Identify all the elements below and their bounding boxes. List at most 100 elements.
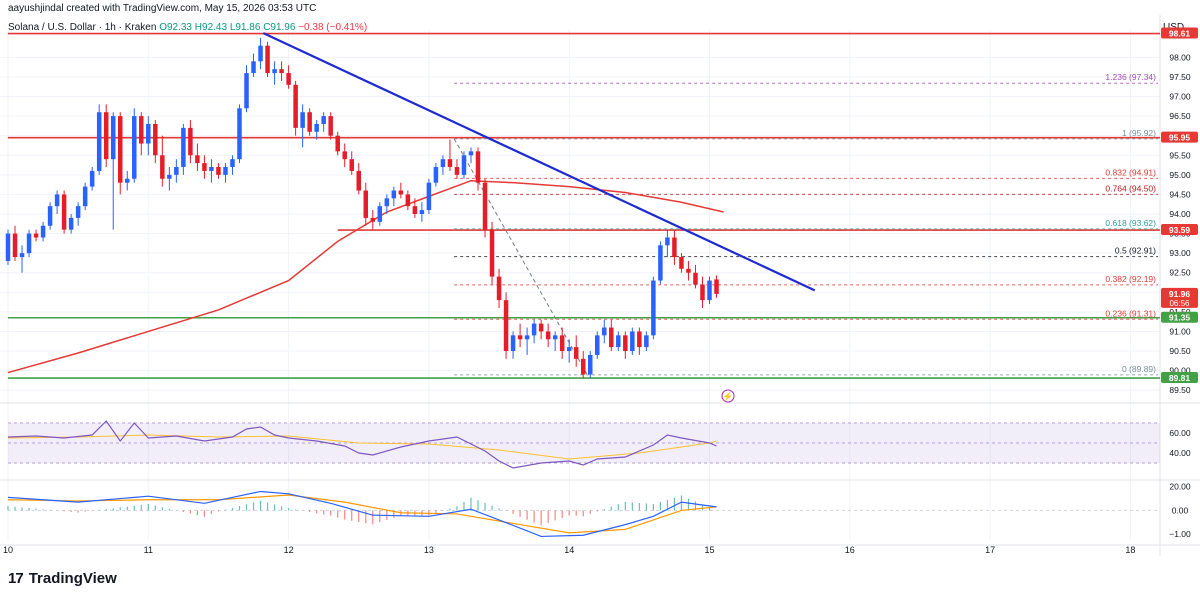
candle-body (517, 335, 523, 340)
candle-body (244, 73, 249, 109)
candle-body (623, 335, 628, 352)
price-label-tag (1161, 27, 1198, 39)
macd-signal-line (7, 494, 717, 534)
candle-body (195, 155, 200, 164)
candle-body (405, 194, 411, 207)
candle-body (454, 167, 460, 175)
price-label-text: 91.35 (1169, 313, 1191, 323)
candle-body (447, 159, 453, 168)
candle-body (609, 327, 614, 348)
candle-body (349, 159, 354, 171)
candle-body (328, 116, 333, 136)
candle-body (419, 210, 425, 214)
candle-body (181, 127, 186, 168)
candle-body (595, 335, 600, 355)
candle-body (714, 279, 719, 294)
time-axis-tick: 15 (704, 545, 714, 555)
candle-body (251, 61, 256, 74)
candle-body (468, 151, 474, 156)
event-marker-icon (721, 389, 735, 403)
candle-body (630, 331, 635, 352)
ohlc-high: H92.43 (194, 22, 228, 33)
price-label-countdown: 06:56 (1169, 299, 1190, 308)
macd-line (7, 490, 717, 538)
candle-body (286, 73, 291, 85)
candle-body (672, 237, 677, 258)
price-axis-tick: 95.00 (1169, 170, 1191, 180)
price-axis-tick: 91.00 (1169, 326, 1191, 336)
candle-body (391, 190, 397, 199)
time-axis-tick: 13 (424, 545, 434, 555)
price-label-text: 89.81 (1169, 373, 1191, 383)
candle-body (293, 84, 298, 128)
candle-body (146, 123, 151, 144)
candle-body (132, 116, 137, 179)
candle-body (510, 335, 516, 352)
fib-level-label: 0.618 (93.62) (1105, 218, 1156, 228)
candle-body (503, 300, 509, 352)
price-axis-tick: 90.00 (1169, 366, 1191, 376)
time-axis-tick: 11 (144, 545, 153, 555)
candle-body (314, 123, 319, 132)
candle-body (117, 116, 123, 183)
candle-body (531, 323, 537, 336)
candle-body (644, 335, 649, 348)
candle-body (307, 112, 312, 132)
fib-level-label: 0.382 (92.19) (1105, 274, 1156, 284)
symbol-name: Solana / U.S. Dollar · 1h · Kraken (8, 22, 157, 33)
price-label-text: 93.59 (1169, 225, 1191, 235)
candle-body (602, 327, 607, 336)
candle-body (61, 194, 67, 230)
candle-body (461, 155, 467, 175)
candle-body (103, 112, 109, 160)
candle-body (230, 159, 235, 168)
candle-body (377, 206, 383, 222)
candle-body (125, 178, 130, 183)
rsi-ma-line (7, 434, 717, 460)
candle-body (5, 233, 11, 261)
candle-body (139, 116, 144, 144)
ohlc-low: L91.86 (229, 22, 261, 33)
price-label-tag (1161, 224, 1198, 236)
tradingview-logo-text: TradingView (28, 570, 117, 587)
candle-body (265, 45, 270, 74)
fib-level-label: 1.236 (97.34) (1105, 72, 1156, 82)
candle-body (573, 347, 579, 359)
price-axis-tick: 96.50 (1169, 111, 1191, 121)
candle-body (96, 112, 102, 171)
candle-body (524, 335, 530, 340)
candle-body (616, 335, 621, 348)
tradingview-logo: 17 TradingView (8, 570, 117, 587)
price-axis-tick: 95.50 (1169, 150, 1191, 160)
candle-body (566, 347, 572, 352)
candle-body (75, 206, 81, 218)
candle-body (356, 170, 361, 191)
macd-axis-tick: −1.00 (1169, 529, 1191, 539)
macd-axis-tick: 0.00 (1172, 505, 1189, 515)
macd-axis-tick: 20.00 (1169, 482, 1191, 492)
currency-label: USD (1163, 22, 1185, 33)
price-axis-tick: 97.50 (1169, 72, 1191, 82)
candle-body (209, 167, 214, 171)
price-axis-tick: 90.50 (1169, 346, 1191, 356)
candle-body (496, 276, 502, 301)
candle-body (412, 206, 418, 214)
time-axis-tick: 18 (1125, 545, 1135, 555)
candle-body (398, 190, 404, 195)
candle-body (440, 159, 446, 168)
candle-body (19, 253, 25, 258)
price-change: −0.38 (−0.41%) (298, 22, 368, 33)
candle-body (335, 135, 340, 152)
candle-body (54, 194, 60, 207)
price-label-text: 91.96 (1169, 289, 1191, 299)
candle-body (26, 233, 32, 254)
candle-body (433, 167, 439, 183)
price-label-tag (1161, 287, 1198, 308)
candle-body (686, 268, 691, 273)
candle-body (82, 186, 88, 207)
candle-body (68, 217, 74, 230)
candle-body (202, 163, 207, 171)
candle-body (580, 358, 586, 375)
rsi-axis-tick: 40.00 (1169, 448, 1191, 458)
